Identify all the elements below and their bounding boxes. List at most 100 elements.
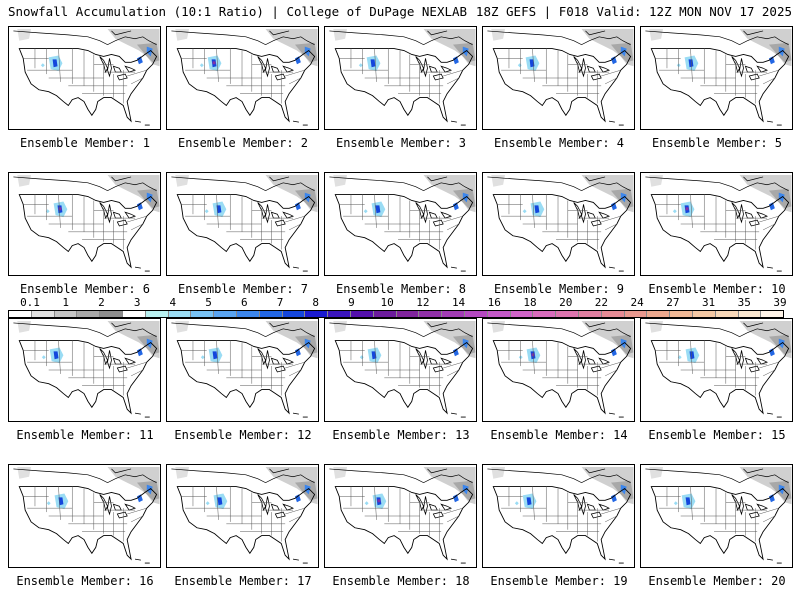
canada-snow-area: [491, 466, 506, 479]
ensemble-member-label: Ensemble Member: 19: [490, 574, 628, 588]
rockies-heavy-snow: [375, 205, 381, 214]
basin-snow-spots: [358, 63, 363, 68]
colorbar-swatch: [647, 311, 671, 317]
state-line: [374, 486, 377, 520]
canada-border: [645, 322, 789, 338]
state-line: [216, 194, 219, 228]
ensemble-map-panel: [324, 318, 477, 422]
colorbar-swatch: [464, 311, 488, 317]
northeast-heavy-snow: [610, 56, 617, 65]
canada-border: [13, 468, 157, 484]
canada-snow-area: [333, 320, 348, 333]
basin-snow-spots: [672, 209, 677, 214]
ensemble-map-panel: [640, 464, 793, 568]
ensemble-map-panel: [8, 464, 161, 568]
rockies-peak-snow: [377, 499, 381, 503]
state-line: [690, 48, 693, 82]
basin-snow-spots: [200, 355, 205, 360]
great-lakes: [257, 202, 295, 227]
great-lakes: [731, 348, 769, 373]
colorbar-swatch: [556, 311, 579, 317]
caribbean-islands: [450, 412, 466, 418]
ensemble-map-panel: [166, 172, 319, 276]
northeast-heavy-snow: [610, 494, 617, 503]
state-line: [532, 194, 535, 228]
ensemble-member-label: Ensemble Member: 1: [19, 136, 151, 150]
colorbar-swatch: [350, 311, 374, 317]
ensemble-map-panel: [640, 26, 793, 130]
rockies-peak-snow: [58, 207, 62, 211]
canada-snow-area: [491, 28, 506, 41]
us-outline: [650, 194, 790, 269]
great-lakes: [99, 494, 137, 519]
canada-border: [645, 468, 789, 484]
canada-snow-area: [649, 466, 664, 479]
canada-snow-area: [649, 174, 664, 187]
ensemble-map-panel: [324, 172, 477, 276]
us-outline: [334, 194, 474, 269]
canada-snow-area: [17, 320, 32, 333]
state-line: [604, 223, 617, 231]
us-outline: [334, 340, 474, 415]
northeast-heavy-snow: [610, 348, 617, 357]
great-lakes: [257, 348, 295, 373]
colorbar-tick-label: 24: [630, 296, 644, 309]
canada-snow-area: [739, 466, 792, 505]
state-line: [58, 340, 61, 374]
canada-snow-area: [107, 320, 160, 359]
state-line: [216, 48, 219, 82]
state-line: [285, 361, 305, 369]
canada-border: [487, 176, 631, 192]
colorbar-swatch: [214, 311, 237, 317]
us-outline: [176, 48, 316, 123]
northeast-heavy-snow: [452, 56, 459, 65]
caribbean-islands: [134, 558, 150, 564]
state-line: [532, 340, 535, 374]
ensemble-map-panel: [166, 26, 319, 130]
state-line: [288, 369, 301, 377]
state-line: [130, 223, 143, 231]
ensemble-member-label: Ensemble Member: 7: [177, 282, 309, 296]
colorbar-swatch: [373, 311, 397, 317]
northeast-heavy-snow: [294, 202, 301, 211]
basin-snow-spots: [673, 501, 678, 506]
colorbar-tick-label: 18: [523, 296, 537, 309]
ensemble-member-label: Ensemble Member: 13: [332, 428, 470, 442]
caribbean-islands: [450, 266, 466, 272]
colorbar-swatch: [624, 311, 648, 317]
map-svg: [329, 174, 476, 272]
state-line: [446, 369, 459, 377]
ensemble-member-label: Ensemble Member: 5: [651, 136, 783, 150]
ensemble-map-panel: [640, 172, 793, 276]
us-outline: [176, 340, 316, 415]
state-line: [604, 369, 617, 377]
canada-snow-area: [265, 28, 318, 67]
state-line: [285, 507, 305, 515]
caribbean-islands: [766, 266, 782, 272]
great-lakes: [731, 56, 769, 81]
caribbean-islands: [766, 558, 782, 564]
colorbar-swatch: [419, 311, 443, 317]
northeast-heavy-snow: [136, 348, 143, 357]
canada-snow-area: [333, 28, 348, 41]
colorbar-tick-label: 12: [416, 296, 430, 309]
colorbar-swatch: [191, 311, 215, 317]
ensemble-map-panel: [324, 26, 477, 130]
caribbean-islands: [766, 412, 782, 418]
ensemble-map-panel: [8, 318, 161, 422]
canada-snow-area: [581, 320, 634, 359]
colorbar-tick-label: 9: [348, 296, 355, 309]
ensemble-map-panel: [482, 464, 635, 568]
ensemble-member-label: Ensemble Member: 2: [177, 136, 309, 150]
ensemble-member-label: Ensemble Member: 4: [493, 136, 625, 150]
us-outline: [492, 48, 632, 123]
caribbean-islands: [608, 412, 624, 418]
northeast-heavy-snow: [768, 494, 775, 503]
map-svg: [487, 466, 634, 564]
northeast-heavy-snow: [136, 56, 143, 65]
rockies-heavy-snow: [52, 59, 58, 68]
ensemble-map-panel: [482, 318, 635, 422]
caribbean-islands: [608, 266, 624, 272]
us-outline: [492, 340, 632, 415]
canada-border: [329, 322, 473, 338]
